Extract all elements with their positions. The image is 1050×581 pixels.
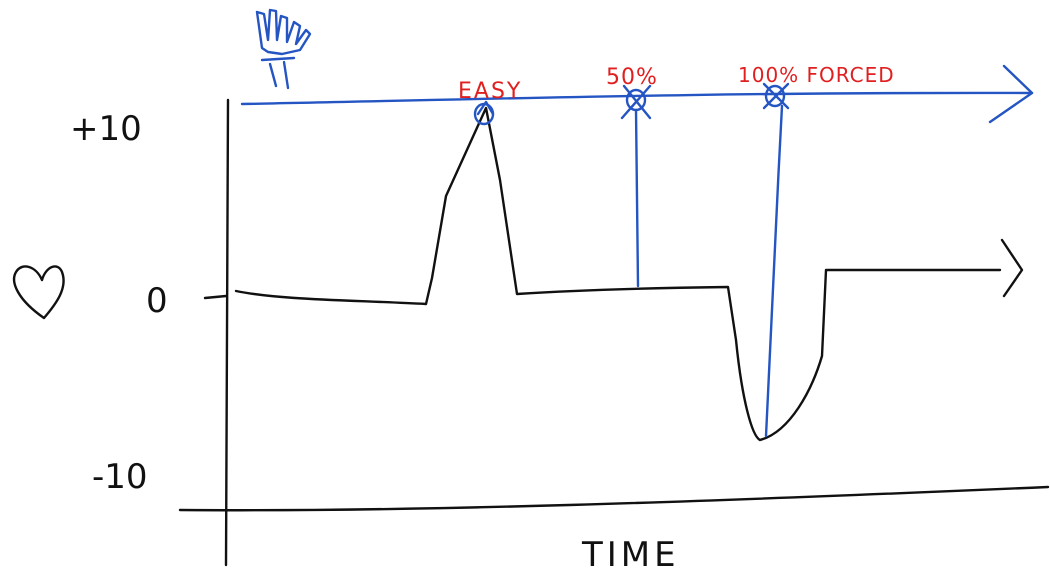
marker-100-label: 100% FORCED xyxy=(738,63,895,87)
marker-100-cross xyxy=(762,82,790,110)
y-axis-line xyxy=(224,98,230,567)
y-tick-plus-10: +10 xyxy=(70,109,142,149)
y-tick-0: 0 xyxy=(146,281,168,321)
mood-curve-arrowhead xyxy=(1000,238,1024,298)
x-axis-line xyxy=(178,485,1050,512)
marker-50: 50% xyxy=(606,65,658,288)
marker-50-drop xyxy=(634,108,640,288)
marker-100-drop xyxy=(764,104,784,438)
timeline-arrowhead xyxy=(988,64,1034,124)
marker-100-circle xyxy=(764,84,786,108)
marker-easy-label: EASY xyxy=(458,79,522,104)
x-axis-label: TIME xyxy=(581,535,680,575)
hand-icon xyxy=(255,8,312,90)
timeline-line xyxy=(240,91,1034,106)
mood-curve xyxy=(234,106,1002,442)
marker-50-cross xyxy=(620,84,652,120)
y-tick-dash-0 xyxy=(203,294,228,300)
marker-100-forced: 100% FORCED xyxy=(738,63,895,438)
marker-easy-arrow xyxy=(476,100,495,116)
heart-icon xyxy=(12,265,65,320)
marker-easy: EASY xyxy=(458,79,522,126)
marker-50-label: 50% xyxy=(606,65,658,90)
y-tick-minus-10: -10 xyxy=(92,457,148,497)
